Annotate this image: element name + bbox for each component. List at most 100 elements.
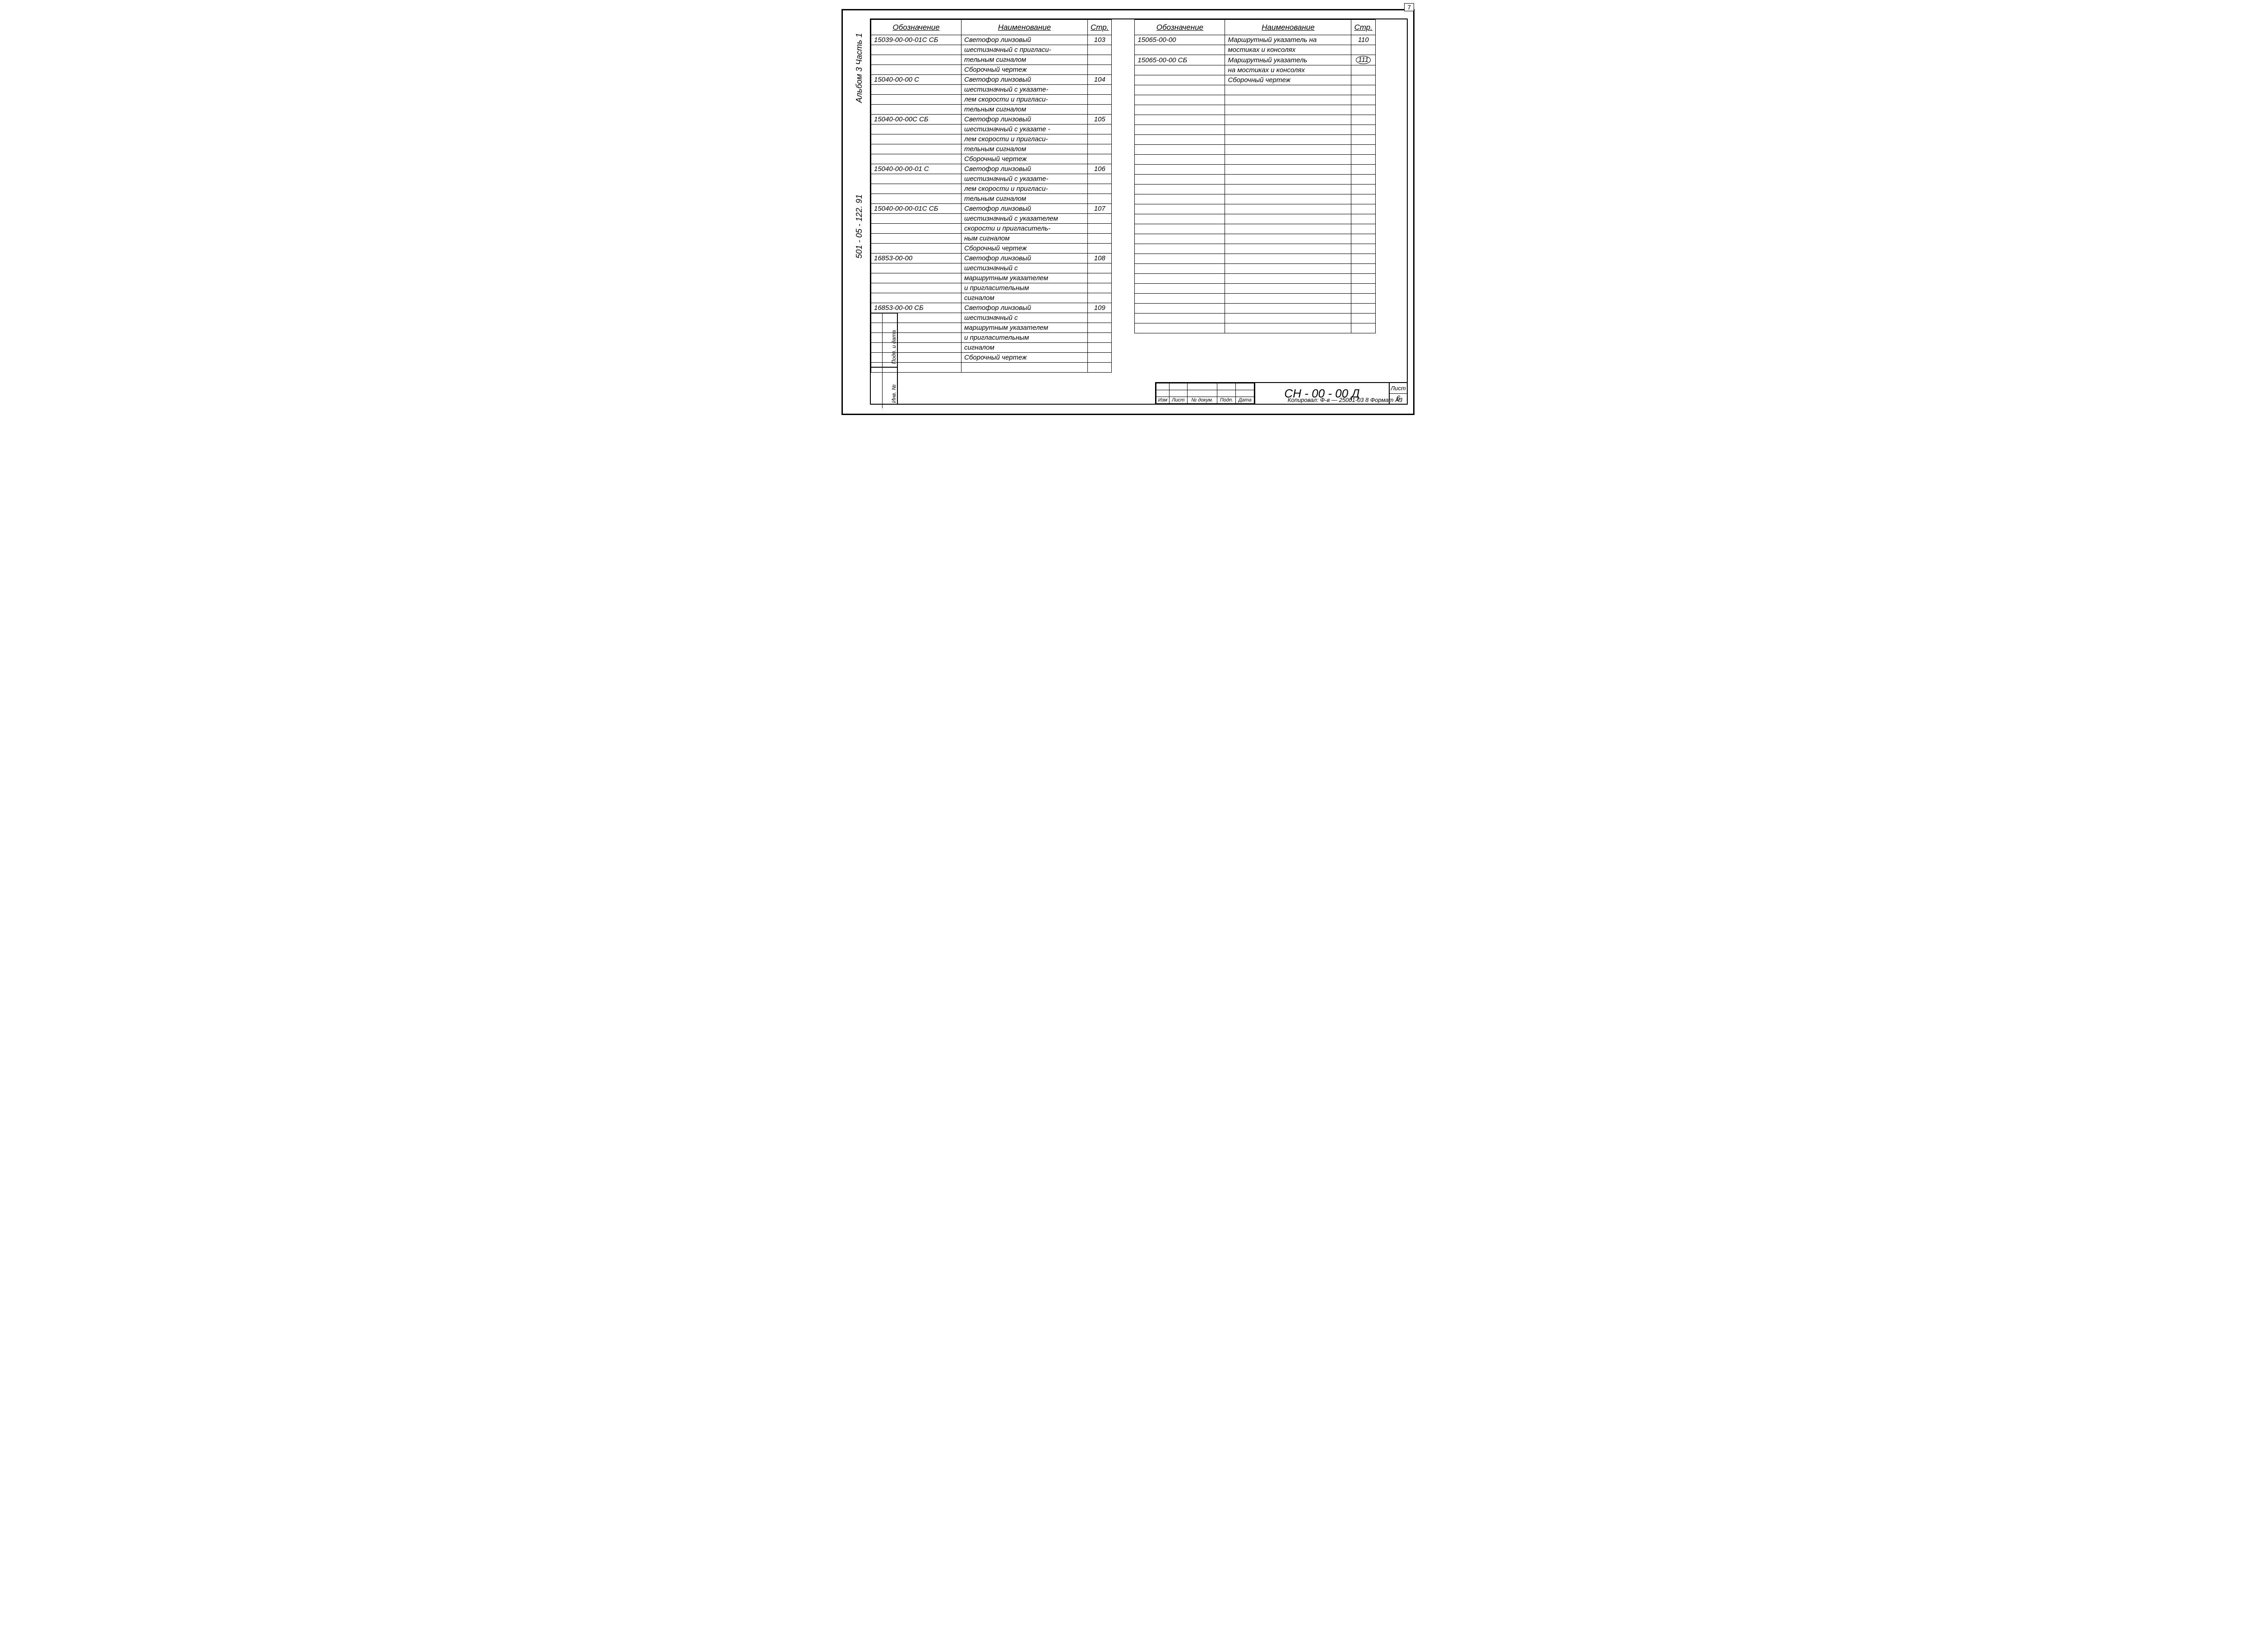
cell-designation xyxy=(1135,244,1225,254)
cell-page xyxy=(1088,134,1112,144)
cell-name xyxy=(1225,214,1351,224)
cell-designation xyxy=(1135,264,1225,274)
cell-designation xyxy=(1135,85,1225,95)
cell-page: 106 xyxy=(1088,164,1112,174)
table-row: 15040-00-00-01 ССветофор линзовый106 xyxy=(871,164,1112,174)
cell-designation: 15040-00-00 С xyxy=(871,75,962,85)
table-row xyxy=(1135,254,1375,264)
cell-page xyxy=(1088,234,1112,244)
cell-page: 105 xyxy=(1088,115,1112,125)
cell-designation xyxy=(871,273,962,283)
cell-designation xyxy=(1135,75,1225,85)
cell-designation xyxy=(1135,274,1225,284)
cell-designation xyxy=(871,65,962,75)
table-row: маршрутным указателем xyxy=(871,323,1112,333)
cell-page xyxy=(1351,234,1375,244)
cell-name xyxy=(962,363,1088,373)
cell-name: тельным сигналом xyxy=(962,194,1088,204)
cell-name: маршрутным указателем xyxy=(962,323,1088,333)
table-row: 15065-00-00Маршрутный указатель на110 xyxy=(1135,35,1375,45)
cell-designation xyxy=(1135,105,1225,115)
cell-designation xyxy=(1135,45,1225,55)
cell-page xyxy=(1351,45,1375,55)
cell-page xyxy=(1351,204,1375,214)
table-row xyxy=(1135,135,1375,145)
table-row: 15040-00-00С СБСветофор линзовый105 xyxy=(871,115,1112,125)
table-row: лем скорости и пригласи- xyxy=(871,95,1112,105)
cell-name: шестизначный с указате - xyxy=(962,125,1088,134)
cell-designation: 16853-00-00 xyxy=(871,254,962,263)
table-row: лем скорости и пригласи- xyxy=(871,184,1112,194)
cell-designation xyxy=(871,194,962,204)
table-row: 15040-00-00-01С СБСветофор линзовый107 xyxy=(871,204,1112,214)
cell-name: тельным сигналом xyxy=(962,144,1088,154)
table-row: Сборочный чертеж xyxy=(1135,75,1375,85)
table-row: и пригласительным xyxy=(871,333,1112,343)
col-designation-header: Обозначение xyxy=(1135,20,1225,35)
table-row xyxy=(1135,125,1375,135)
side-inv-label: Инв. № xyxy=(891,384,897,403)
rev-izm: Изм xyxy=(1156,397,1170,404)
cell-name xyxy=(1225,254,1351,264)
cell-name xyxy=(1225,264,1351,274)
cell-designation xyxy=(1135,95,1225,105)
cell-name xyxy=(1225,323,1351,333)
cell-name: лем скорости и пригласи- xyxy=(962,184,1088,194)
cell-name: Светофор линзовый xyxy=(962,75,1088,85)
cell-name xyxy=(1225,95,1351,105)
cell-page xyxy=(1351,145,1375,155)
cell-designation: 15040-00-00-01 С xyxy=(871,164,962,174)
cell-name: шестизначный с указате- xyxy=(962,85,1088,95)
cell-page xyxy=(1088,65,1112,75)
cell-designation xyxy=(871,134,962,144)
cell-designation xyxy=(1135,135,1225,145)
cell-name xyxy=(1225,244,1351,254)
cell-name: Светофор линзовый xyxy=(962,115,1088,125)
cell-page xyxy=(1351,165,1375,175)
table-row: шестизначный с указателем xyxy=(871,214,1112,224)
cell-page xyxy=(1351,314,1375,323)
table-row: тельным сигналом xyxy=(871,144,1112,154)
table-row xyxy=(1135,244,1375,254)
cell-page xyxy=(1088,283,1112,293)
cell-name: тельным сигналом xyxy=(962,55,1088,65)
cell-page: 110 xyxy=(1351,35,1375,45)
cell-designation xyxy=(871,174,962,184)
table-row: 15039-00-00-01С СБСветофор линзовый103 xyxy=(871,35,1112,45)
cell-designation xyxy=(1135,145,1225,155)
cell-designation xyxy=(1135,204,1225,214)
cell-designation xyxy=(871,154,962,164)
table-row xyxy=(1135,224,1375,234)
cell-page: 111 xyxy=(1351,55,1375,65)
cell-name: Сборочный чертеж xyxy=(1225,75,1351,85)
table-row xyxy=(1135,185,1375,194)
table-row xyxy=(1135,234,1375,244)
cell-designation xyxy=(1135,214,1225,224)
cell-page xyxy=(1351,135,1375,145)
table-row xyxy=(1135,95,1375,105)
cell-name: шестизначный с указателем xyxy=(962,214,1088,224)
cell-page xyxy=(1351,224,1375,234)
cell-designation xyxy=(871,293,962,303)
cell-designation xyxy=(871,224,962,234)
cell-name: Светофор линзовый xyxy=(962,204,1088,214)
inner-frame: Обозначение Наименование Стр. 15039-00-0… xyxy=(870,18,1408,405)
table-row: тельным сигналом xyxy=(871,105,1112,115)
cell-name xyxy=(1225,224,1351,234)
cell-name: на мостиках и консолях xyxy=(1225,65,1351,75)
cell-page xyxy=(1351,95,1375,105)
table-row: лем скорости и пригласи- xyxy=(871,134,1112,144)
cell-name xyxy=(1225,85,1351,95)
cell-page xyxy=(1351,125,1375,135)
table-row: шестизначный с указате- xyxy=(871,174,1112,184)
table-row xyxy=(1135,115,1375,125)
cell-page xyxy=(1351,115,1375,125)
cell-name: сигналом xyxy=(962,293,1088,303)
cell-name xyxy=(1225,204,1351,214)
table-row xyxy=(1135,264,1375,274)
cell-name xyxy=(1225,304,1351,314)
side-album-text: Альбом 3 Часть 1 xyxy=(855,33,864,103)
table-row: тельным сигналом xyxy=(871,55,1112,65)
cell-page xyxy=(1088,174,1112,184)
cell-name xyxy=(1225,284,1351,294)
